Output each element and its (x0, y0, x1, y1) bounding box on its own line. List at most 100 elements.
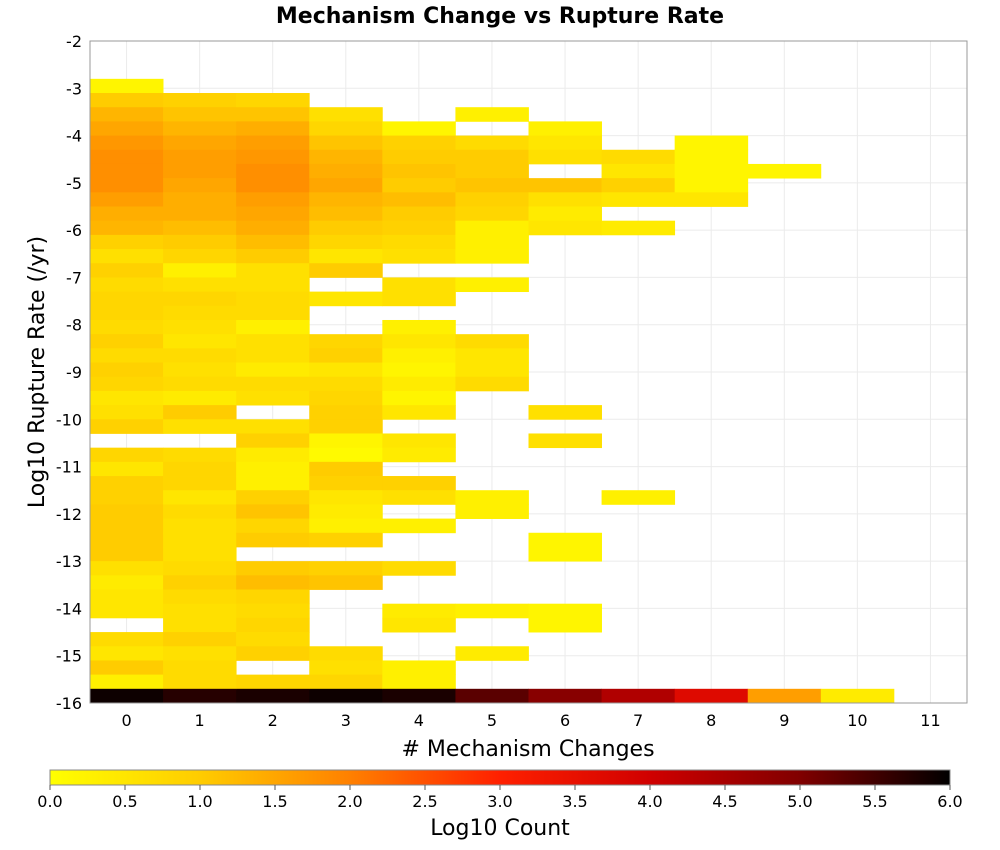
colorbar-tick-label-4: 2.0 (337, 792, 362, 811)
y-tick-label-11: -13 (56, 552, 82, 571)
heatmap-cell-x8-1 (674, 149, 749, 165)
x-tick-label-9: 9 (779, 711, 789, 730)
heatmap-cell-x2-19 (236, 362, 310, 378)
heatmap-cell-x6-0 (528, 121, 602, 136)
heatmap-cell-x3-8 (309, 220, 383, 236)
x-axis-label: # Mechanism Changes (401, 737, 654, 762)
heatmap-cell-x2-7 (236, 192, 310, 207)
heatmap-cell-x5-16 (455, 504, 529, 519)
heatmap-cell-x0-38 (90, 646, 164, 661)
heatmap-cell-x2-25 (236, 461, 310, 477)
heatmap-cell-x2-32 (236, 575, 310, 590)
heatmap-cell-x1-38 (163, 646, 237, 661)
heatmap-cell-x4-2 (382, 149, 456, 165)
y-tick-label-10: -12 (56, 505, 82, 524)
y-tick-label-12: -14 (56, 599, 82, 618)
heatmap-cell-x3-16 (309, 376, 383, 392)
colorbar-tick-label-3: 1.5 (262, 792, 287, 811)
colorbar-tick-label-2: 1.0 (187, 792, 212, 811)
heatmap-cell-x4-4 (382, 178, 456, 193)
heatmap-cell-x7-4 (601, 220, 676, 236)
heatmap-cell-x2-29 (236, 518, 310, 534)
heatmap-cell-x0-25 (90, 447, 164, 463)
y-axis-ticks: -2 -3 -4 -5 -6 -7 -8 -9 -10 -11 -12 -13 -14 -15 -16 (56, 32, 82, 713)
heatmap-cell-x5-9 (455, 249, 529, 264)
heatmap-cell-x4-14 (382, 348, 456, 363)
y-tick-label-5: -7 (66, 268, 82, 287)
heatmap-cell-x2-12 (236, 263, 310, 278)
heatmap-cell-x3-2 (309, 135, 383, 151)
heatmap-cell-x0-13 (90, 263, 164, 278)
heatmap-cell-x1-21 (163, 390, 237, 406)
heatmap-cell-x6-7 (528, 405, 602, 420)
heatmap-cell-x4-10 (382, 277, 456, 293)
x-tick-label-5: 5 (487, 711, 497, 730)
heatmap-cell-x0-29 (90, 504, 164, 519)
heatmap-cell-x3-27 (309, 532, 383, 548)
heatmap-cell-x1-39 (163, 660, 237, 676)
heatmap-cell-x4-16 (382, 376, 456, 392)
heatmap-cell-x5-18 (455, 646, 529, 661)
y-tick-label-8: -10 (56, 410, 82, 429)
heatmap-cell-x1-8 (163, 206, 237, 222)
heatmap-cell-x7-5 (601, 490, 676, 505)
heatmap-cell-x0-26 (90, 461, 164, 477)
heatmap-cell-x0-35 (90, 589, 164, 605)
heatmap-cell-x8-2 (674, 163, 749, 179)
heatmap-cell-x9-0 (747, 163, 822, 179)
heatmap-cell-x2-33 (236, 589, 310, 605)
heatmap-cell-x0-10 (90, 220, 164, 236)
heatmap-cell-x2-5 (236, 163, 310, 179)
x-tick-label-8: 8 (706, 711, 716, 730)
heatmap-cell-x3-28 (309, 561, 383, 576)
heatmap-cell-x4-7 (382, 220, 456, 236)
heatmap-cell-x8-0 (674, 135, 749, 151)
heatmap-cell-x0-1 (90, 93, 164, 108)
heatmap-cell-x0-2 (90, 107, 164, 122)
colorbar-tick-label-10: 5.0 (787, 792, 812, 811)
colorbar-tick-label-0: 0.0 (37, 792, 62, 811)
heatmap-cell-x3-20 (309, 433, 383, 449)
heatmap-cell-x2-36 (236, 632, 310, 647)
heatmap-cell-x4-9 (382, 249, 456, 264)
heatmap-cell-x3-5 (309, 178, 383, 193)
heatmap-cell-x4-19 (382, 433, 456, 449)
heatmap-cell-x3-25 (309, 504, 383, 519)
x-tick-label-7: 7 (633, 711, 643, 730)
heatmap-cell-x1-24 (163, 447, 237, 463)
heatmap-cell-x1-11 (163, 249, 237, 264)
heatmap-cell-x3-23 (309, 476, 383, 491)
heatmap-cell-x4-29 (382, 688, 456, 704)
colorbar-tick-label-8: 4.0 (637, 792, 662, 811)
heatmap-cell-x0-11 (90, 234, 164, 250)
heatmap-cell-x1-6 (163, 178, 237, 193)
heatmap-cell-x1-14 (163, 291, 237, 307)
x-tick-label-3: 3 (341, 711, 351, 730)
heatmap-cell-x1-2 (163, 121, 237, 136)
heatmap-cell-x0-14 (90, 277, 164, 293)
heatmap-cell-x5-8 (455, 234, 529, 250)
heatmap-cell-x2-27 (236, 490, 310, 505)
colorbar-tick-label-12: 6.0 (937, 792, 962, 811)
heatmap-cell-x0-8 (90, 192, 164, 207)
heatmap-cell-x6-13 (528, 688, 602, 704)
x-tick-label-2: 2 (268, 711, 278, 730)
heatmap-cell-x2-10 (236, 234, 310, 250)
heatmap-cell-x8-5 (674, 688, 749, 704)
heatmap-cell-x6-1 (528, 135, 602, 151)
y-axis-label: Log10 Rupture Rate (/yr) (25, 236, 50, 508)
heatmap-cell-x1-15 (163, 305, 237, 321)
heatmap-cell-x0-21 (90, 376, 164, 392)
heatmap-cell-x2-11 (236, 249, 310, 264)
heatmap-cell-x2-30 (236, 532, 310, 548)
colorbar-tick-label-5: 2.5 (412, 792, 437, 811)
heatmap-cell-x3-18 (309, 405, 383, 420)
y-tick-label-6: -8 (66, 316, 82, 335)
heatmap-cell-x6-2 (528, 149, 602, 165)
heatmap-cell-x1-12 (163, 263, 237, 278)
heatmap-cell-x1-28 (163, 504, 237, 519)
chart-title: Mechanism Change vs Rupture Rate (276, 4, 724, 29)
heatmap-cell-x1-9 (163, 220, 237, 236)
heatmap-cell-x3-24 (309, 490, 383, 505)
y-tick-label-2: -4 (66, 127, 82, 146)
